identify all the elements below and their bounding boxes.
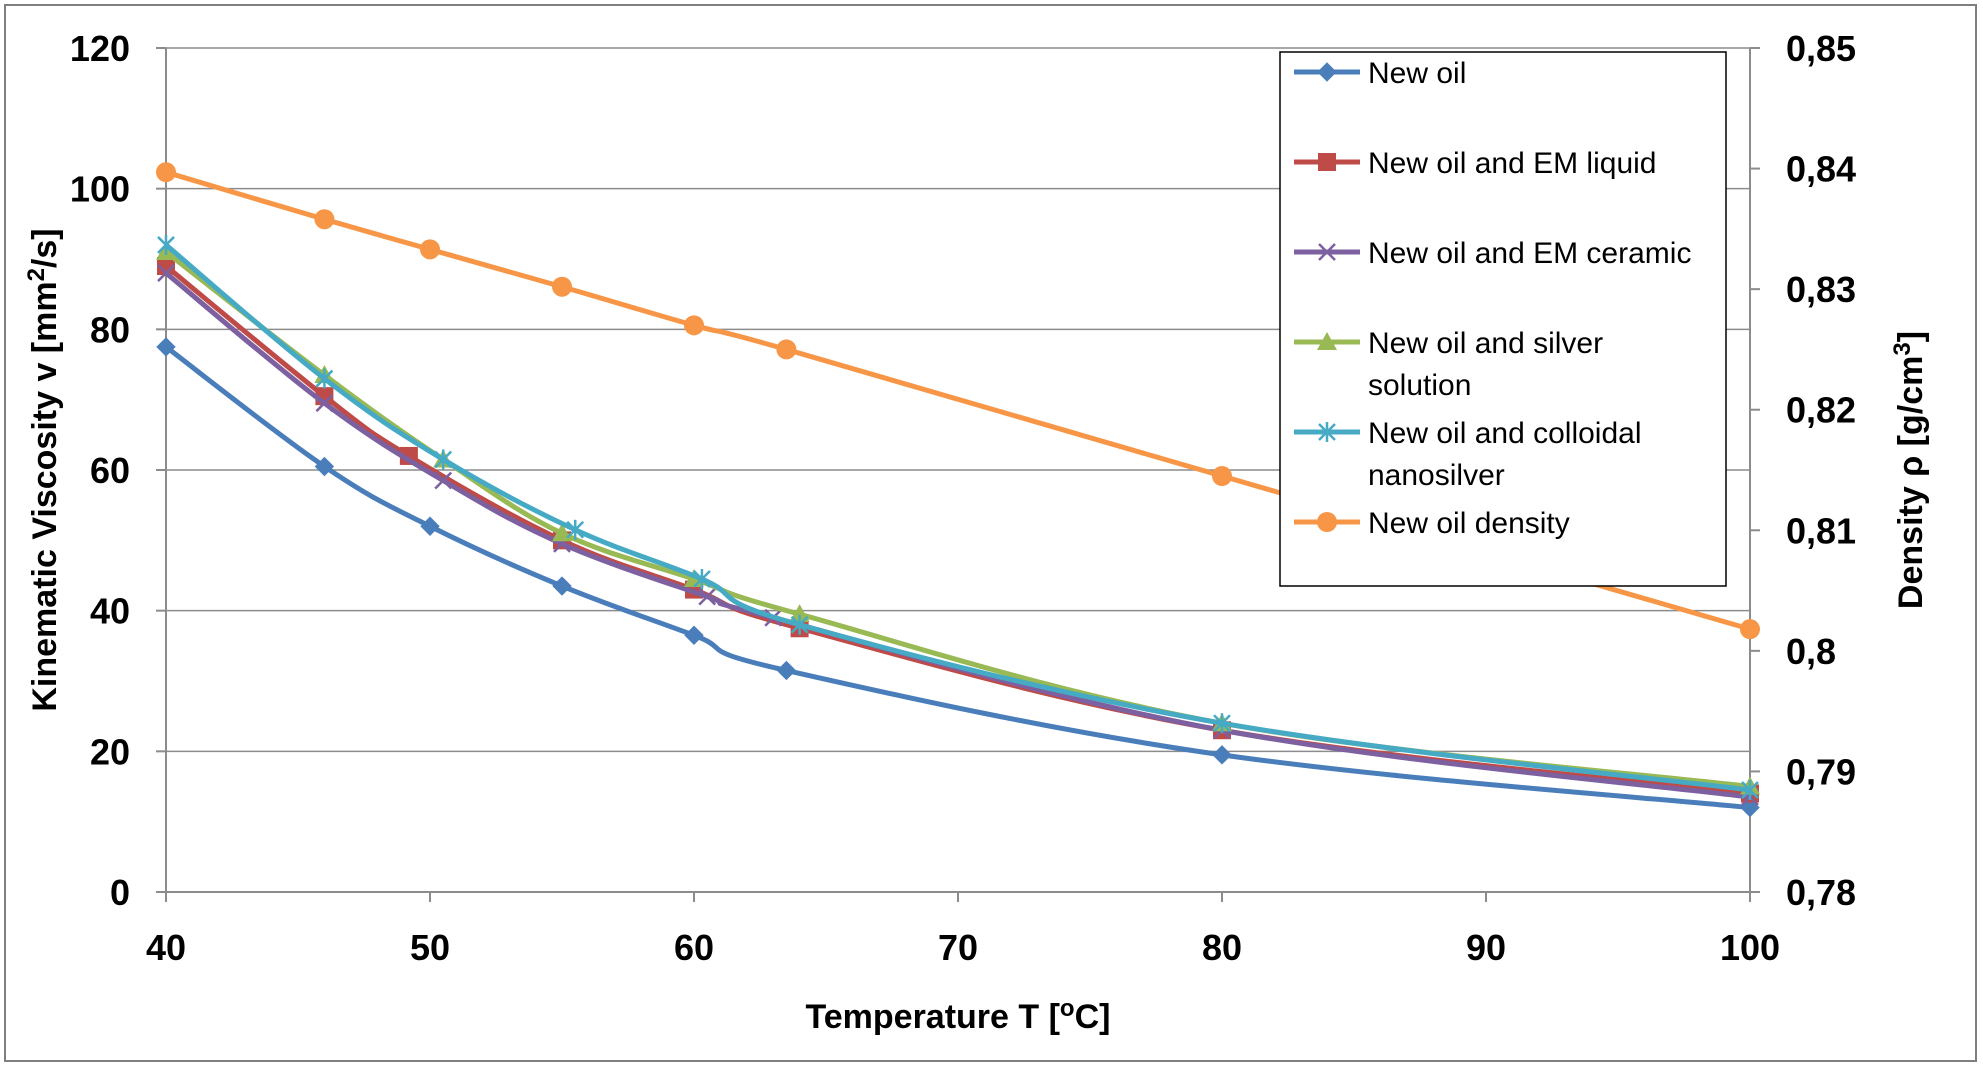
- y-right-tick-label: 0,78: [1786, 872, 1856, 913]
- data-point: [566, 519, 585, 540]
- data-point: [420, 239, 440, 260]
- axis-titles: Temperature T [oC] Kinematic Viscosity v …: [23, 228, 1930, 1036]
- x-tick-label: 40: [146, 927, 186, 968]
- legend-swatch-marker: [1318, 422, 1336, 442]
- data-point: [420, 516, 440, 536]
- data-point: [1741, 780, 1759, 801]
- legend-label: New oil: [1368, 57, 1466, 90]
- data-point: [315, 394, 334, 413]
- y-right-tick-label: 0,79: [1786, 751, 1856, 792]
- y-left-tick-label: 0: [110, 872, 130, 913]
- data-point: [776, 339, 797, 360]
- data-point: [434, 471, 453, 490]
- chart-frame: 40 50 60 70 80 90 100 0 20 40 60 80 100 120 0,78 0,79 0,…: [4, 4, 1977, 1062]
- tick-labels: 40 50 60 70 80 90 100 0 20 40 60 80 100 120 0,78 0,79 0,…: [70, 28, 1856, 968]
- data-point: [1213, 713, 1231, 734]
- data-point: [157, 234, 175, 255]
- legend-label: New oil and EM ceramic: [1368, 237, 1691, 270]
- legend-label: New oil and EM liquid: [1368, 147, 1656, 180]
- legend-label: New oil and colloidal: [1368, 417, 1642, 450]
- data-point: [156, 337, 176, 357]
- data-point: [157, 264, 175, 282]
- series-0: [156, 337, 1760, 818]
- legend: New oil New oil and EM liquid New oil and …: [1279, 51, 1727, 587]
- y-right-tick-label: 0,84: [1786, 149, 1856, 190]
- legend-swatch-marker: [1317, 512, 1337, 532]
- series-line: [164, 344, 1751, 811]
- series-line: [164, 243, 1751, 793]
- x-tick-label: 50: [410, 927, 450, 968]
- y-right-tick-label: 0,81: [1786, 510, 1856, 551]
- data-point: [684, 625, 704, 645]
- y-axis-right-title: Density ρ [g/cm3]: [1889, 331, 1930, 609]
- y-left-tick-label: 40: [90, 591, 130, 632]
- y-axis-left-title: Kinematic Viscosity v [mm2/s]: [23, 228, 64, 711]
- series-line: [164, 271, 1751, 800]
- data-point: [790, 614, 809, 635]
- data-point: [1212, 745, 1232, 765]
- y-left-tick-label: 20: [90, 731, 130, 772]
- data-point: [314, 209, 335, 230]
- data-point: [1212, 466, 1232, 487]
- x-tick-label: 90: [1466, 927, 1506, 968]
- y-left-tick-label: 100: [70, 169, 130, 210]
- legend-label: solution: [1368, 369, 1471, 402]
- data-point: [156, 162, 176, 183]
- legend-swatch-marker: [1318, 153, 1336, 171]
- x-tick-label: 80: [1202, 927, 1242, 968]
- data-point: [315, 368, 334, 389]
- x-tick-label: 60: [674, 927, 714, 968]
- legend-label: nanosilver: [1368, 459, 1505, 492]
- legend-label: New oil and silver: [1368, 327, 1603, 360]
- y-right-tick-label: 0,82: [1786, 390, 1856, 431]
- data-point: [684, 315, 704, 336]
- x-axis-title: Temperature T [oC]: [806, 995, 1111, 1036]
- x-tick-label: 100: [1720, 927, 1780, 968]
- data-point: [552, 276, 572, 297]
- data-point: [314, 456, 335, 477]
- legend-swatch-marker: [1318, 243, 1336, 261]
- data-point: [1740, 619, 1760, 640]
- data-point: [776, 660, 797, 681]
- data-point: [693, 569, 711, 590]
- chart-svg: 40 50 60 70 80 90 100 0 20 40 60 80 100 120 0,78 0,79 0,…: [23, 28, 1930, 1036]
- series-4: [157, 234, 1759, 801]
- data-point: [434, 449, 453, 470]
- data-point: [552, 576, 572, 596]
- y-left-tick-label: 120: [70, 28, 130, 69]
- legend-swatch-marker: [1317, 62, 1337, 82]
- x-tick-label: 70: [938, 927, 978, 968]
- data-point: [698, 587, 717, 606]
- y-right-tick-label: 0,8: [1786, 631, 1836, 672]
- legend-box: [1279, 51, 1727, 587]
- y-right-tick-label: 0,83: [1786, 269, 1856, 310]
- y-right-tick-label: 0,85: [1786, 28, 1856, 69]
- data-point: [789, 604, 810, 623]
- y-left-tick-label: 60: [90, 450, 130, 491]
- y-left-tick-label: 80: [90, 309, 130, 350]
- axes: [156, 47, 1760, 902]
- legend-label: New oil density: [1368, 507, 1570, 540]
- data-point: [157, 257, 175, 276]
- legend-swatch-marker: [1317, 332, 1337, 350]
